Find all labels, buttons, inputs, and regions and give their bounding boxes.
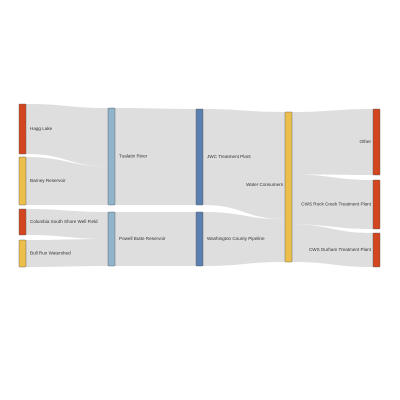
link-consumers-other — [292, 109, 373, 175]
node-label-durham: CWS Durham Treatment Plant — [309, 247, 372, 252]
link-hagg-tualatin — [26, 104, 108, 167]
sankey-links — [26, 104, 373, 267]
node-barney — [18, 156, 27, 206]
node-label-powell: Powell Butte Reservoir — [119, 236, 166, 241]
sankey-labels: Hagg Lake Barney Reservoir Columbia South … — [30, 126, 372, 256]
node-label-bullrun: Bull Run Watershed — [30, 251, 71, 256]
node-label-jwc: JWC Treatment Plant — [207, 154, 251, 159]
node-rockcreek — [372, 179, 381, 230]
link-powell-wcp — [115, 212, 196, 266]
link-jwc-consumers — [203, 109, 285, 220]
node-columbia — [18, 208, 27, 236]
node-label-wcp: Washington County Pipeline — [207, 236, 265, 241]
node-bullrun — [18, 239, 27, 268]
sankey-nodes — [18, 103, 381, 268]
node-durham — [372, 232, 381, 268]
link-tualatin-jwc — [115, 108, 196, 205]
node-jwc — [195, 108, 204, 206]
node-label-barney: Barney Reservoir — [30, 178, 66, 183]
link-bullrun-powell — [26, 239, 108, 267]
node-wcp — [195, 211, 204, 267]
node-label-other: Other — [360, 139, 372, 144]
node-consumers — [284, 111, 293, 263]
node-label-hagg: Hagg Lake — [30, 126, 53, 131]
node-label-columbia: Columbia South Shore Well Field — [30, 219, 98, 224]
node-hagg — [18, 103, 27, 155]
node-powell — [107, 211, 116, 267]
node-tualatin — [107, 107, 116, 206]
link-wcp-consumers — [203, 212, 285, 266]
node-label-tualatin: Tualatin River — [119, 154, 148, 159]
node-label-rockcreek: CWS Rock Creek Treatment Plant — [301, 202, 371, 207]
link-consumers-durham — [292, 224, 373, 267]
link-consumers-rockcreek — [292, 174, 373, 229]
link-columbia-powell — [26, 209, 108, 239]
node-other — [372, 108, 381, 176]
link-barney-tualatin — [26, 157, 108, 205]
node-label-consumers: Water Consumers — [246, 182, 284, 187]
